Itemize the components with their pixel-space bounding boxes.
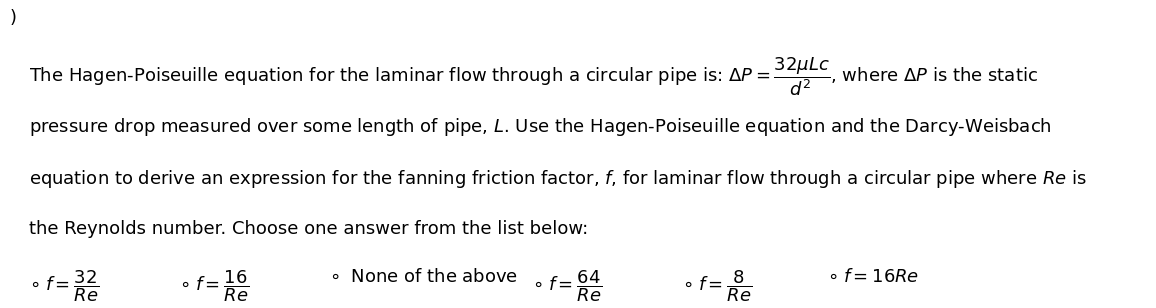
Text: $\circ\; f = \dfrac{32}{Re}$: $\circ\; f = \dfrac{32}{Re}$ [29,268,99,304]
Text: the Reynolds number. Choose one answer from the list below:: the Reynolds number. Choose one answer f… [29,220,588,238]
Text: $\circ\; f = \dfrac{64}{Re}$: $\circ\; f = \dfrac{64}{Re}$ [532,268,602,304]
Text: pressure drop measured over some length of pipe, $L$. Use the Hagen-Poiseuille e: pressure drop measured over some length … [29,116,1052,137]
Text: $\circ\;$ None of the above: $\circ\;$ None of the above [329,268,519,286]
Text: $\circ\; f = \dfrac{8}{Re}$: $\circ\; f = \dfrac{8}{Re}$ [682,268,753,304]
Text: $\circ\; f = 16Re$: $\circ\; f = 16Re$ [827,268,919,286]
Text: equation to derive an expression for the fanning friction factor, $f$, for lamin: equation to derive an expression for the… [29,168,1087,190]
Text: ): ) [9,9,16,27]
Text: The Hagen-Poiseuille equation for the laminar flow through a circular pipe is: $: The Hagen-Poiseuille equation for the la… [29,55,1038,98]
Text: $\circ\; f = \dfrac{16}{Re}$: $\circ\; f = \dfrac{16}{Re}$ [179,268,250,304]
